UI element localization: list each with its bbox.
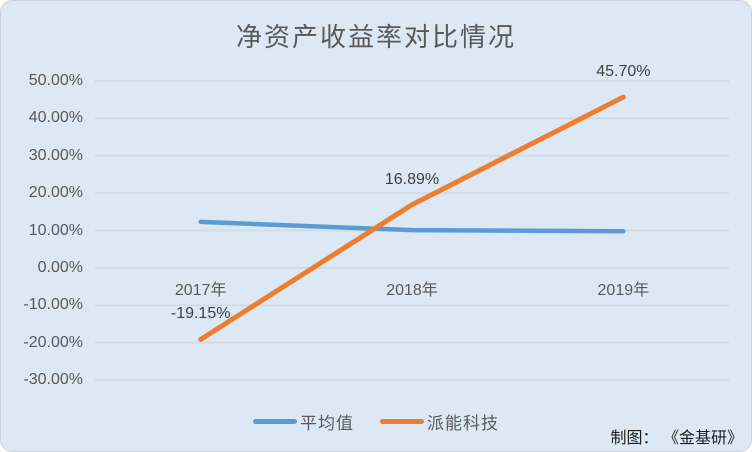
x-category-label: 2019年: [597, 282, 650, 299]
orange-line-swatch-icon: [380, 419, 424, 424]
data-label: 45.70%: [596, 63, 651, 81]
data-label: 16.89%: [384, 170, 440, 188]
legend-label-average: 平均值: [300, 414, 354, 433]
y-tick-label: -20.00%: [23, 333, 83, 351]
blue-line-swatch-icon: [253, 419, 297, 424]
y-tick-label: 50.00%: [28, 72, 83, 89]
series-line-0: [198, 219, 626, 234]
x-category-label: 2018年: [386, 282, 438, 299]
x-category-label: 2017年: [174, 282, 227, 299]
y-tick-label: 30.00%: [28, 146, 83, 164]
data-label: -19.15%: [170, 305, 231, 323]
y-tick-label: 10.00%: [28, 221, 83, 239]
chart-title: 净资产收益率对比情况: [235, 22, 516, 52]
credit-text: 制图： 《金基研》: [610, 430, 743, 447]
legend-label-pylontech: 派能科技: [427, 414, 499, 433]
y-tick-label: 40.00%: [28, 109, 83, 127]
y-tick-label: 0.00%: [37, 258, 83, 276]
legend: 平均值 派能科技: [1, 409, 751, 434]
y-tick-label: -30.00%: [23, 371, 83, 388]
legend-item-pylontech: 派能科技: [380, 409, 499, 434]
y-tick-label: -10.00%: [23, 296, 83, 314]
series-line-1: [198, 94, 626, 342]
legend-item-average: 平均值: [253, 409, 354, 434]
y-tick-label: 20.00%: [28, 184, 83, 202]
